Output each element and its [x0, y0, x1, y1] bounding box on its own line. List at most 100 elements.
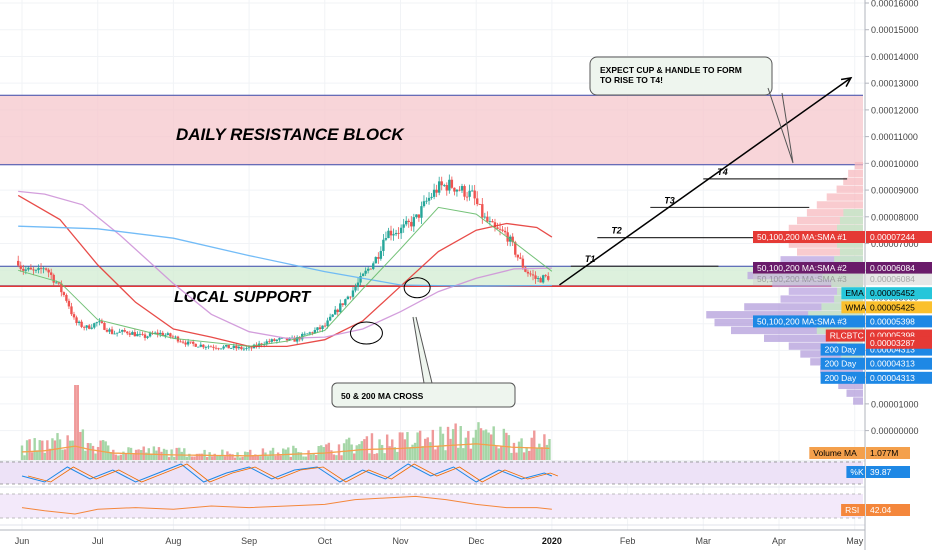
volume-bar — [380, 444, 384, 460]
callout-cup-handle-pointer — [767, 87, 794, 164]
volume-bar — [472, 437, 475, 460]
volume-bar — [76, 385, 79, 460]
volume-bar — [467, 431, 470, 460]
volume-bar — [418, 430, 422, 460]
candle-body — [473, 190, 476, 199]
volume-bar — [178, 447, 181, 460]
volume-bar — [58, 439, 62, 460]
volume-bar — [167, 457, 171, 460]
price-label-value-box — [866, 336, 932, 349]
price-label-name: WMA — [845, 302, 866, 312]
volume-bar — [441, 433, 445, 460]
volume-bar — [276, 452, 280, 460]
candle-body — [95, 322, 99, 324]
candle-body — [422, 201, 426, 207]
volume-bar — [449, 438, 452, 460]
volume-profile-bar — [731, 326, 863, 335]
candle-body — [159, 332, 162, 335]
volume-bar — [261, 448, 265, 460]
volume-bar — [48, 448, 52, 460]
candle-body — [120, 330, 124, 332]
candle-body — [98, 321, 101, 323]
volume-bar — [84, 450, 87, 460]
candle-body — [544, 275, 547, 277]
candle-body — [336, 309, 339, 313]
volume-bar — [251, 455, 254, 460]
volume-bar — [543, 434, 546, 460]
volume-bar — [482, 430, 485, 460]
volume-bar — [522, 452, 526, 460]
volume-bar — [510, 452, 513, 460]
price-label-value-box — [866, 231, 932, 244]
candle-body — [295, 336, 299, 342]
time-axis-label: Apr — [772, 536, 786, 546]
candle-body — [372, 263, 375, 269]
candle-body — [311, 332, 314, 334]
candle-body — [153, 332, 157, 334]
candle-body — [392, 234, 395, 236]
time-axis-label: Oct — [318, 536, 333, 546]
volume-bar — [292, 445, 295, 460]
candle-body — [349, 296, 352, 298]
volume-bar — [297, 451, 300, 460]
moving-average-line — [17, 194, 553, 348]
candle-body — [72, 314, 76, 318]
candle-body — [240, 346, 243, 350]
candle-body — [202, 344, 205, 348]
volume-bar — [233, 457, 237, 460]
candle-body — [70, 306, 73, 315]
volume-bar — [444, 450, 447, 460]
price-scale-label: 0.00013000 — [871, 79, 919, 89]
time-axis-label: Dec — [468, 536, 485, 546]
indicator-name-box — [841, 504, 865, 516]
candle-body — [39, 268, 43, 269]
candle-body — [268, 341, 271, 343]
candle-body — [52, 274, 55, 283]
candle-body — [49, 272, 53, 275]
volume-profile-bar — [764, 334, 863, 342]
volume-bar — [210, 456, 214, 460]
price-scale-label: 0.00016000 — [871, 0, 919, 9]
volume-profile-bar-up — [839, 216, 863, 225]
candle-body — [326, 320, 329, 327]
indicator-value: 1.077M — [870, 448, 898, 458]
price-label-name-box — [820, 371, 865, 384]
candle-body — [184, 342, 187, 345]
volume-profile-bar-up — [837, 240, 863, 248]
candle-body — [169, 333, 172, 337]
volume-bar — [469, 448, 473, 460]
candle-body — [82, 326, 86, 328]
candle-body — [67, 300, 71, 307]
volume-bar — [71, 440, 74, 460]
moving-averages — [17, 190, 553, 348]
candle-body — [432, 189, 436, 197]
volume-bar — [91, 445, 95, 460]
candle-body — [174, 336, 177, 338]
volume-bar — [370, 433, 374, 460]
volume-profile-bar — [797, 216, 863, 225]
candle-body — [526, 271, 530, 274]
volume-bar — [254, 454, 257, 460]
candle-body — [250, 347, 253, 349]
volume-bar — [56, 433, 59, 460]
volume-bar — [464, 437, 467, 460]
candle-body — [445, 185, 448, 191]
candle-body — [24, 269, 28, 271]
price-label-value-box — [866, 357, 932, 370]
candle-body — [394, 232, 398, 235]
volume-bar — [332, 454, 336, 460]
volume-bar — [459, 426, 462, 460]
candle-body — [468, 190, 471, 197]
indicator-value-box — [866, 447, 910, 459]
volume-bar — [185, 456, 189, 460]
candle-body — [450, 179, 454, 188]
indicator-value: 42.04 — [870, 505, 892, 515]
price-scale-label: 0.00012000 — [871, 105, 919, 115]
volume-bar — [101, 440, 105, 460]
candle-body — [321, 325, 324, 330]
volume-bar — [183, 448, 186, 460]
candle-body — [453, 187, 456, 192]
candle-body — [32, 269, 35, 271]
trend-arrow-line — [559, 77, 852, 286]
